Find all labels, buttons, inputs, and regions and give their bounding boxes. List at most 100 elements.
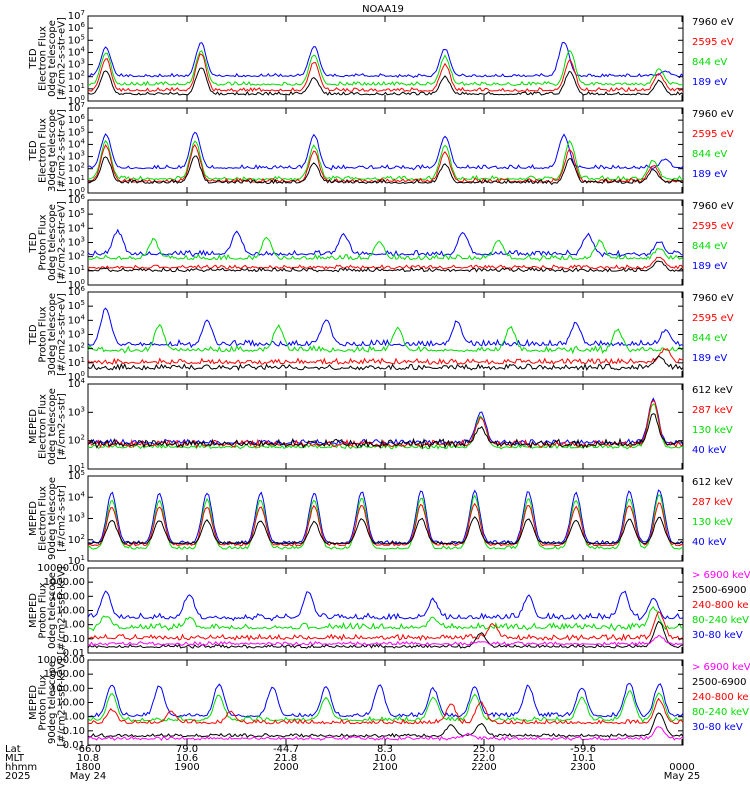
- legend-entry: 80-240 keV: [692, 615, 749, 626]
- y-tick-label: 104: [68, 377, 86, 390]
- x-row-label: 2025: [5, 771, 30, 782]
- y-tick-label: 106: [68, 21, 86, 34]
- y-axis-label: Proton Flux: [38, 674, 49, 730]
- series-line-2: [87, 606, 684, 632]
- y-tick-label: 104: [68, 490, 86, 503]
- legend-entry: 7960 eV: [692, 17, 734, 28]
- series-line-1: [87, 228, 684, 258]
- y-axis-label: [#/cm2-s-str]: [57, 485, 68, 552]
- y-axis-label: 90deg telescope: [47, 661, 58, 744]
- legend-entry: 189 eV: [692, 353, 727, 364]
- y-axis-label: [#/cm2-s-str]: [57, 393, 68, 460]
- legend-entry: 287 keV: [692, 405, 733, 416]
- legend-entry: 7960 eV: [692, 201, 734, 212]
- x-tick-label: 2200: [471, 762, 496, 773]
- legend-entry: 844 eV: [692, 149, 727, 160]
- y-tick-label: 10.00: [56, 606, 85, 617]
- x-tick-label: 8.3: [377, 744, 393, 755]
- y-tick-label: 104: [68, 313, 86, 326]
- panel-frame: [87, 291, 684, 378]
- series-line-1: [87, 590, 684, 622]
- y-tick-label: 103: [68, 150, 85, 163]
- legend-entry: 844 eV: [692, 333, 727, 344]
- y-tick-label: 105: [68, 207, 85, 220]
- x-tick-label: 10.0: [374, 753, 396, 764]
- legend-entry: 189 eV: [692, 77, 727, 88]
- series-line-5: [87, 726, 684, 742]
- series-line-4: [87, 620, 684, 649]
- y-tick-label: 106: [68, 285, 86, 298]
- y-axis-label: 0deg telescope: [47, 20, 58, 97]
- y-tick-label: 105: [68, 299, 85, 312]
- x-tick-label: 10.8: [77, 753, 99, 764]
- y-tick-label: 10.00: [56, 698, 85, 709]
- y-tick-label: 103: [68, 58, 85, 71]
- y-axis-label: TED: [28, 232, 39, 253]
- y-tick-label: 101: [68, 356, 85, 369]
- series-line-4: [87, 355, 684, 371]
- y-axis-label: Electron Flux: [38, 486, 49, 551]
- y-axis-label: 30deg telescope: [47, 293, 58, 376]
- y-axis-label: Proton Flux: [38, 582, 49, 638]
- y-tick-label: 103: [68, 236, 85, 249]
- x-tick-label: 2000: [273, 762, 298, 773]
- panel-frame: [87, 199, 684, 286]
- y-axis-label: [#/cm2-s-str-eV]: [57, 109, 68, 192]
- y-axis-label: TED: [28, 140, 39, 161]
- legend-entry: 2595 eV: [692, 221, 734, 232]
- y-axis-label: MEPED: [28, 685, 39, 720]
- x-row-label: MLT: [5, 753, 25, 764]
- y-tick-label: 1000.00: [44, 669, 85, 680]
- y-axis-label: [#/cm2-s-str-eV]: [57, 201, 68, 284]
- y-tick-label: 106: [68, 193, 86, 206]
- y-tick-label: 102: [68, 533, 85, 546]
- legend-entry: 844 eV: [692, 241, 727, 252]
- y-tick-label: 1.00: [63, 712, 85, 723]
- panel-8: 10000.00 1000.00 100.00 10.00 1.00 0.10 0.01 ME…: [28, 655, 750, 751]
- y-tick-label: 106: [68, 113, 86, 126]
- series-line-1: [87, 397, 684, 446]
- legend-entry: 189 eV: [692, 169, 727, 180]
- series-line-2: [87, 139, 684, 182]
- legend-entry: 2595 eV: [692, 129, 734, 140]
- y-tick-label: 103: [68, 328, 85, 341]
- chart-title: NOAA19: [362, 4, 404, 15]
- x-tick-label: 1900: [174, 762, 199, 773]
- y-tick-label: 107: [68, 9, 85, 22]
- y-tick-label: 103: [68, 512, 85, 525]
- y-axis-label: TED: [28, 324, 39, 345]
- y-axis-label: 0deg telescope: [47, 388, 58, 465]
- legend-entry: 40 keV: [692, 445, 726, 456]
- x-tick-label: 10.6: [176, 753, 198, 764]
- y-tick-label: 10000.00: [37, 655, 85, 666]
- series-line-3: [87, 348, 684, 366]
- series-line-4: [87, 260, 684, 273]
- legend-entry: 612 keV: [692, 477, 733, 488]
- y-tick-label: 100.00: [50, 683, 85, 694]
- y-tick-label: 1.00: [63, 620, 85, 631]
- y-axis-label: Electron Flux: [38, 394, 49, 459]
- x-tick-label: May 25: [664, 771, 701, 782]
- series-line-3: [87, 256, 684, 270]
- x-tick-label: 79.0: [176, 744, 198, 755]
- y-axis-label: MEPED: [28, 593, 39, 628]
- y-tick-label: 100.00: [50, 591, 85, 602]
- y-tick-label: 101: [68, 82, 85, 95]
- series-line-2: [87, 494, 684, 550]
- series-line-2: [88, 50, 684, 87]
- x-tick-label: -66.0: [75, 744, 101, 755]
- x-tick-label: 2100: [372, 762, 397, 773]
- y-axis-label: 0deg telescope: [47, 572, 58, 649]
- x-tick-label: 22.0: [473, 753, 495, 764]
- y-axis-label: [#/cm2-s-str-keV]: [57, 658, 68, 746]
- legend-entry: 189 eV: [692, 261, 727, 272]
- series-line-1: [87, 682, 684, 718]
- y-tick-label: 104: [68, 221, 86, 234]
- series-line-4: [87, 413, 684, 450]
